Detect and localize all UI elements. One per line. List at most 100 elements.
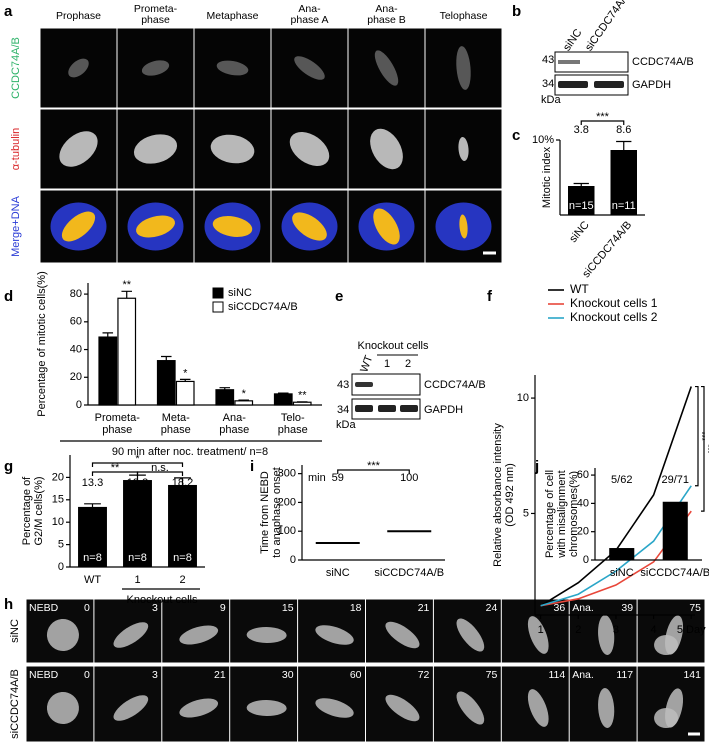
error-bar xyxy=(219,387,231,390)
stain xyxy=(374,50,399,86)
chromosomes xyxy=(179,698,219,718)
x-tick-label: 3 xyxy=(613,624,619,636)
chromosomes xyxy=(246,626,287,644)
marker-label: 34 xyxy=(337,404,349,416)
spindle xyxy=(370,128,403,170)
column-header: phase B xyxy=(367,14,406,26)
panel-letter: a xyxy=(4,3,13,20)
significance-label: * xyxy=(242,388,247,400)
blot-band xyxy=(400,405,418,412)
significance-bracket xyxy=(91,462,184,467)
significance-label: *** xyxy=(703,444,709,453)
stain xyxy=(216,60,249,76)
blot-band xyxy=(355,405,373,412)
frame-time: 24 xyxy=(486,602,498,614)
marker-label: 43 xyxy=(542,54,554,66)
chromosomes xyxy=(456,618,485,652)
spindle xyxy=(210,134,255,164)
blot-strip xyxy=(554,51,629,73)
chromosomes xyxy=(179,625,219,645)
y-axis-label: G2/M cells(%) xyxy=(33,476,45,545)
annotation: n=8 xyxy=(173,552,192,564)
column-header: Prophase xyxy=(56,10,101,22)
y-axis-label: Percentage of cell xyxy=(544,470,556,558)
error-bar xyxy=(573,182,589,187)
x-tick-label: phase xyxy=(102,424,132,436)
x-tick-label: siCCDC74A/B xyxy=(374,567,444,579)
x-tick-label: WT xyxy=(84,574,101,586)
lane-label: siNC xyxy=(561,27,585,53)
y-tick-label: 10 xyxy=(517,392,529,404)
frame-tag: NEBD xyxy=(29,602,59,614)
y-tick-label: 20 xyxy=(577,526,589,538)
y-tick-label: 0 xyxy=(76,399,82,411)
frame-time: 39 xyxy=(621,602,633,614)
spindle xyxy=(289,131,330,167)
unit-label: kDa xyxy=(336,419,356,431)
spindle xyxy=(136,215,175,238)
significance-label: *** xyxy=(367,460,381,472)
y-tick-label: 200 xyxy=(278,496,296,508)
spindle xyxy=(458,137,469,161)
significance-label: * xyxy=(183,367,188,379)
x-tick-label: 1 xyxy=(538,624,544,636)
chromosomes xyxy=(246,699,287,717)
significance-label: ** xyxy=(111,462,120,474)
frame-tag: Ana. xyxy=(572,669,594,681)
panel-letter: i xyxy=(250,458,254,475)
row-label: CCDC74A/B xyxy=(10,37,22,99)
row-label: siNC xyxy=(9,619,21,643)
x-tick-label: siNC xyxy=(326,567,350,579)
row-label: siCCDC74A/B xyxy=(9,669,21,739)
column-header: Prometa- xyxy=(134,3,178,15)
y-tick-label: 0 xyxy=(583,554,589,566)
x-tick-label: Meta- xyxy=(162,412,190,424)
y-tick-label: 5 xyxy=(523,507,529,519)
bar xyxy=(234,400,254,406)
value-label: 18.2 xyxy=(172,477,193,489)
chromosomes xyxy=(456,691,485,725)
legend-label: Knockout cells 1 xyxy=(570,296,658,310)
spindle xyxy=(373,208,400,245)
stain xyxy=(141,60,170,76)
blot-band xyxy=(378,405,396,412)
x-tick-label: siNC xyxy=(610,567,634,579)
frame-time: 114 xyxy=(548,669,565,681)
value-label: 8.6 xyxy=(616,124,631,136)
x-tick-label: phase xyxy=(161,424,191,436)
blot-band xyxy=(594,81,624,88)
y-tick-label: 40 xyxy=(70,343,82,355)
blot-e: Knockout cells WT 1 2 43 34 kDa CCDC74A/… xyxy=(336,340,486,431)
column-header: Telophase xyxy=(440,10,488,22)
column-header: Ana- xyxy=(298,3,321,15)
legend-label: siCCDC74A/B xyxy=(228,301,298,313)
significance-bracket xyxy=(695,385,699,487)
column-header: phase A xyxy=(291,14,329,26)
spindle xyxy=(61,211,96,242)
y-axis-label: Percentage of xyxy=(21,476,33,545)
frame-time: 60 xyxy=(350,669,362,681)
marker-label: 34 xyxy=(542,78,554,90)
panel-letter: h xyxy=(4,596,13,613)
stain xyxy=(294,56,325,80)
frame-time: 0 xyxy=(84,602,90,614)
lane-label: 1 xyxy=(384,358,390,370)
significance-bracket xyxy=(136,471,184,476)
error-bar xyxy=(278,392,289,394)
chromosomes xyxy=(385,621,420,649)
chromosomes xyxy=(113,695,149,721)
error-bar xyxy=(238,399,249,401)
frame-time: 9 xyxy=(220,602,226,614)
spindle xyxy=(59,131,98,167)
blot-band xyxy=(355,382,373,387)
unit-label: min xyxy=(308,472,326,484)
annotation: n=8 xyxy=(83,552,102,564)
error-bar xyxy=(121,290,132,299)
error-bar xyxy=(84,503,101,508)
blot-strip xyxy=(554,74,629,96)
y-tick-label: 20 xyxy=(70,371,82,383)
y-tick-label: 0 xyxy=(58,561,64,573)
y-axis-label: to anaphase onset xyxy=(271,467,283,558)
y-tick-label: 40 xyxy=(577,497,589,509)
significance-label: * xyxy=(135,453,140,465)
